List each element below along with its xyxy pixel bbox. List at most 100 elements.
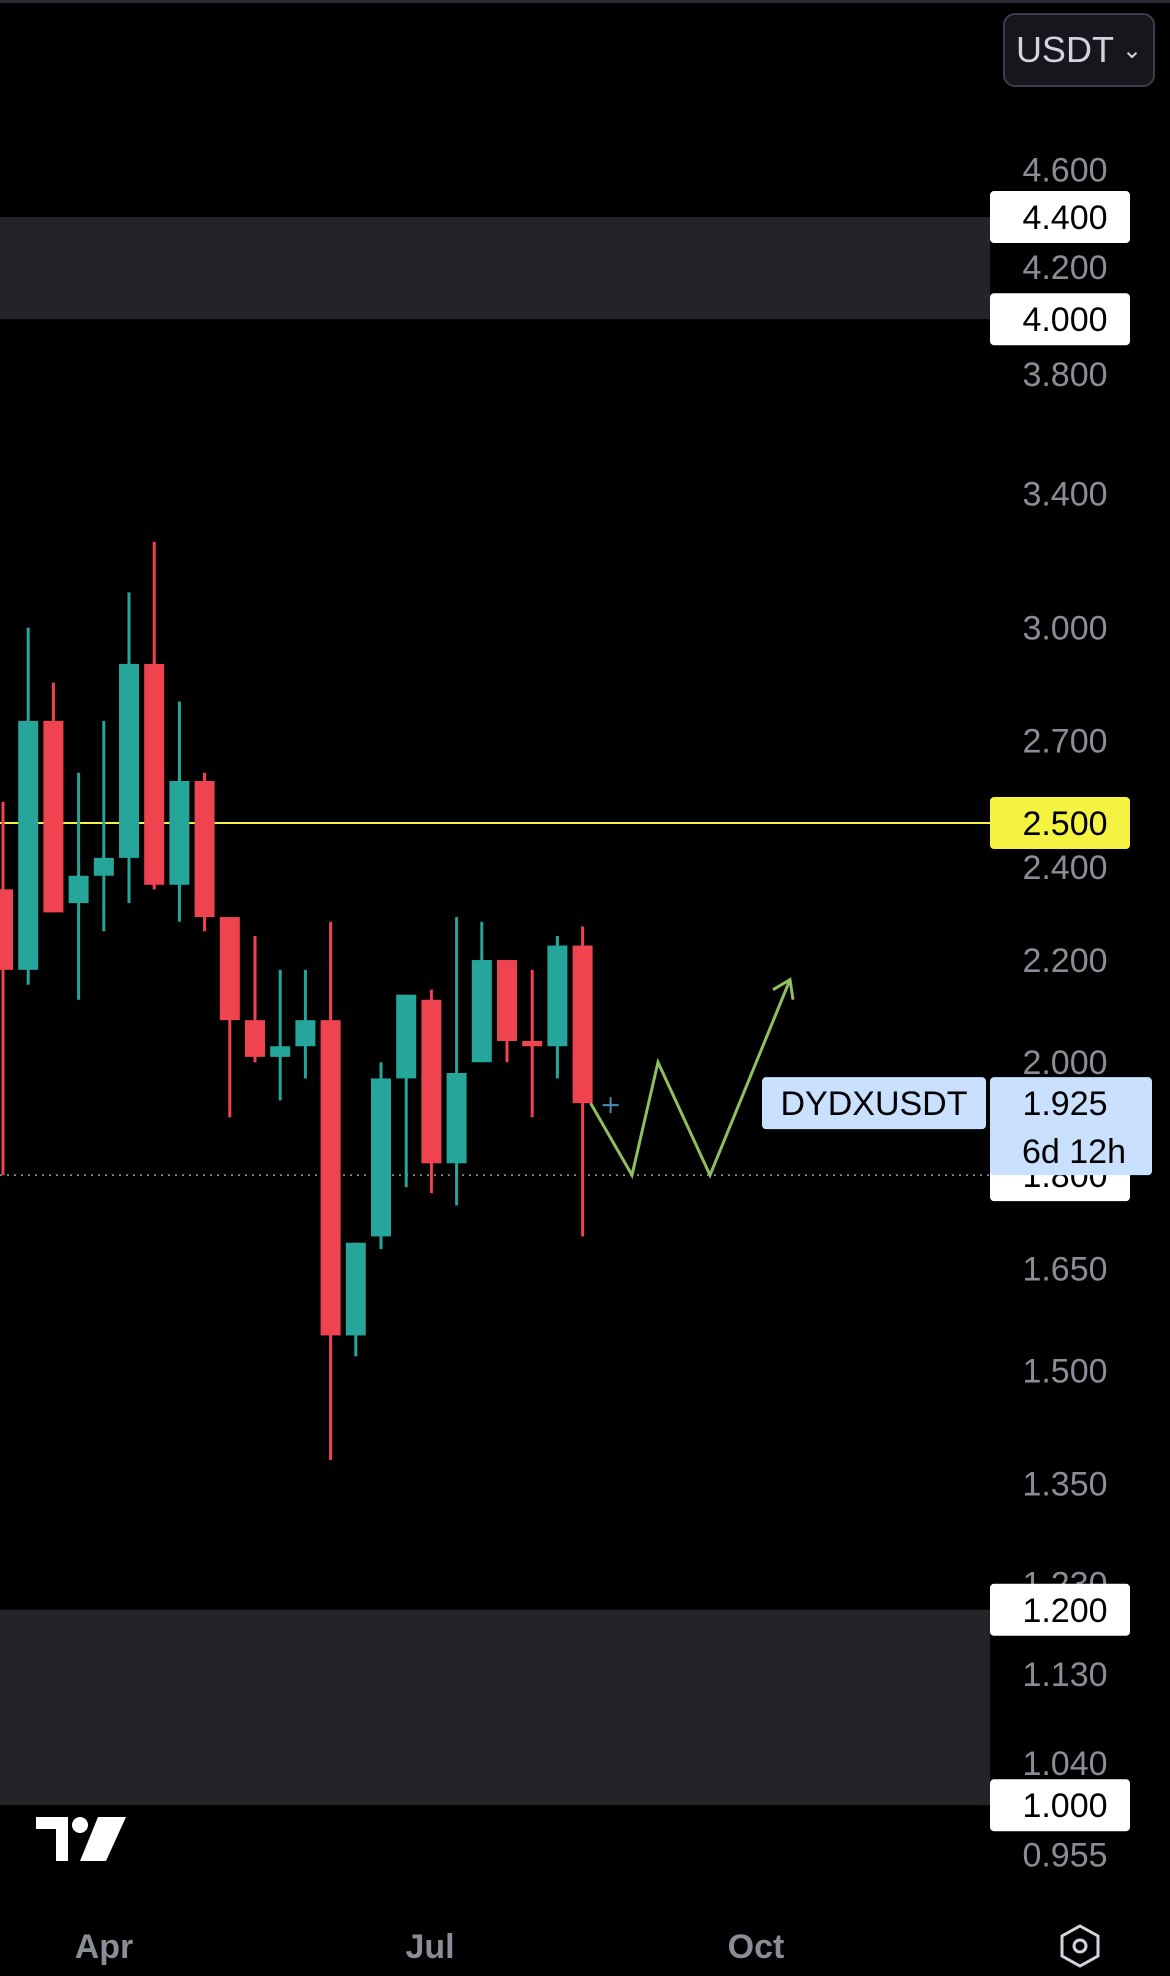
price-axis[interactable]: 4.600 4.400 4.200 4.000 3.800 3.400 3.000 2.700… (990, 151, 1130, 1875)
current-price-value: 1.925 (1022, 1085, 1107, 1123)
price-badge: 4.400 (990, 191, 1130, 244)
time-tick-label: Oct (728, 1928, 785, 1966)
candle (522, 969, 543, 1118)
tradingview-logo-icon[interactable] (36, 1817, 126, 1861)
projection-path (589, 979, 792, 1180)
symbol-name: DYDXUSDT (780, 1085, 967, 1123)
price-badge-bg (990, 191, 1130, 244)
candle-body (43, 720, 64, 913)
price-tick-label: 1.350 (1022, 1466, 1107, 1504)
candle-body (68, 875, 89, 904)
price-tick-label: 1.130 (1022, 1656, 1107, 1694)
candle (18, 627, 39, 985)
price-tick-label: 1.650 (1022, 1250, 1107, 1288)
price-badge-label: 4.400 (1022, 199, 1107, 237)
candle-body (295, 1020, 316, 1047)
candle (371, 1062, 391, 1250)
candle (295, 969, 316, 1079)
candle (471, 921, 492, 1063)
candle-body (93, 857, 114, 876)
candle-body (345, 1242, 366, 1336)
price-badge-bg (990, 1779, 1130, 1832)
candle (245, 935, 265, 1063)
price-tick-label: 1.500 (1022, 1353, 1107, 1391)
candle-body (270, 1046, 291, 1057)
zone-box (0, 217, 990, 320)
cursor-cross-icon (602, 1097, 619, 1114)
candle (421, 989, 442, 1194)
level-badge: 2.500 (990, 797, 1130, 850)
zones-layer (0, 217, 990, 1806)
time-axis[interactable]: Apr Jul Oct (75, 1928, 785, 1966)
candle (345, 1242, 366, 1357)
candle-body (396, 994, 417, 1079)
price-tick-label: 1.040 (1022, 1745, 1107, 1783)
candle-body (169, 780, 190, 885)
symbol-name-bg (762, 1077, 986, 1130)
time-tick-label: Apr (75, 1928, 134, 1966)
price-badge: 4.000 (990, 293, 1130, 346)
price-tick-label: 4.200 (1022, 249, 1107, 287)
level-badge-label: 2.500 (1022, 805, 1107, 843)
candle-body (119, 663, 139, 858)
price-tick-label: 3.800 (1022, 356, 1107, 394)
candle-body (194, 780, 215, 918)
price-tick-label: 2.200 (1022, 942, 1107, 980)
candle (446, 917, 467, 1206)
candle (119, 592, 139, 904)
price-badge-label: 1.200 (1022, 1592, 1107, 1630)
candle-body (471, 960, 492, 1063)
price-tick-label: 2.000 (1022, 1044, 1107, 1082)
candle (497, 960, 517, 1063)
candle (396, 994, 417, 1188)
candle (93, 720, 114, 932)
candle-body (421, 999, 442, 1164)
candle-body (547, 945, 568, 1047)
currency-label: USDT (1015, 29, 1114, 70)
candle-body (18, 720, 39, 970)
price-badge-bg (990, 1583, 1130, 1636)
candle (68, 772, 89, 1000)
candle (547, 935, 568, 1079)
current-price-badge (990, 1077, 1152, 1176)
projection-layer (589, 977, 795, 1180)
chevron-down-icon: ⌄ (1121, 36, 1143, 64)
price-tick-label: 0.955 (1022, 1837, 1107, 1875)
candle-body (371, 1078, 391, 1237)
candle (169, 701, 190, 922)
price-badge-bg (990, 293, 1130, 346)
price-badge: 1.000 (990, 1779, 1130, 1832)
candle-body (0, 889, 13, 970)
projection-arrowhead (772, 977, 795, 1000)
price-tick-label: 3.400 (1022, 475, 1107, 513)
top-border (0, 0, 1170, 3)
price-tick-label: 2.700 (1022, 723, 1107, 761)
candle (320, 921, 341, 1460)
symbol-label: DYDXUSDT 1.925 6d 12h (762, 1077, 1152, 1176)
candle-body (144, 663, 165, 885)
bar-countdown: 6d 12h (1022, 1133, 1126, 1171)
time-tick-label: Jul (405, 1928, 454, 1966)
candles-layer (0, 541, 619, 1460)
price-tick-label: 2.400 (1022, 849, 1107, 887)
candle (43, 682, 64, 913)
price-badge-label: 4.000 (1022, 301, 1107, 339)
zone-box (0, 1609, 990, 1806)
price-badge-label: 1.000 (1022, 1787, 1107, 1825)
candle (219, 917, 240, 1118)
candle-body (522, 1040, 543, 1047)
candle-body (219, 917, 240, 1021)
candle-body (245, 1020, 265, 1057)
candle-body (320, 1020, 341, 1336)
price-badge: 1.200 (990, 1583, 1130, 1636)
price-tick-label: 3.000 (1022, 610, 1107, 648)
price-tick-label: 4.600 (1022, 151, 1107, 189)
currency-selector[interactable]: USDT ⌄ (1003, 13, 1155, 87)
candle-body (446, 1072, 467, 1164)
settings-hexagon-icon[interactable] (1058, 1924, 1102, 1968)
candle (0, 801, 13, 1176)
candle (194, 772, 215, 932)
candle (270, 969, 291, 1101)
level-badge-bg (990, 797, 1130, 850)
